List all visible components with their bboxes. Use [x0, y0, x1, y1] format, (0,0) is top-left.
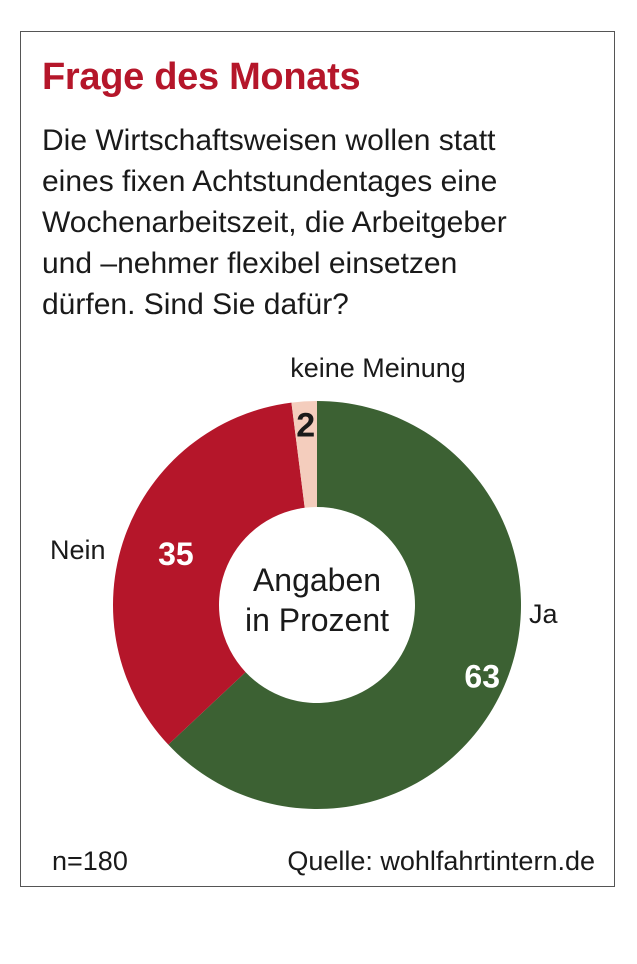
donut-slices — [112, 401, 521, 809]
question-line: und –nehmer flexibel einsetzen — [42, 247, 458, 280]
center-label-line-1: Angaben — [253, 562, 381, 598]
source-credit: Quelle: wohlfahrtintern.de — [287, 846, 595, 876]
ja-slice — [168, 401, 521, 809]
donut-chart: 63 35 2 Ja Nein keine Meinung Angaben in… — [50, 353, 559, 809]
question-line: Wochenarbeitszeit, die Arbeitgeber — [42, 206, 507, 239]
question-line: Die Wirtschaftsweisen wollen statt — [42, 124, 496, 157]
chart-title: Frage des Monats — [42, 56, 361, 98]
nein-slice — [112, 402, 305, 745]
sample-size: n=180 — [52, 846, 128, 876]
keine-meinung-value-label: 2 — [296, 406, 315, 444]
center-label-line-2: in Prozent — [245, 602, 389, 638]
nein-category-label: Nein — [50, 535, 106, 565]
ja-value-label: 63 — [464, 659, 500, 695]
ja-category-label: Ja — [529, 599, 559, 629]
keine-meinung-category-label: keine Meinung — [290, 353, 466, 383]
question-line: eines fixen Achtstundentages eine — [42, 165, 498, 198]
survey-question: Die Wirtschaftsweisen wollen statt eines… — [42, 120, 582, 325]
question-line: dürfen. Sind Sie dafür? — [42, 288, 349, 321]
nein-value-label: 35 — [158, 536, 194, 572]
card-frame — [20, 31, 615, 887]
keine-slice — [291, 401, 317, 508]
